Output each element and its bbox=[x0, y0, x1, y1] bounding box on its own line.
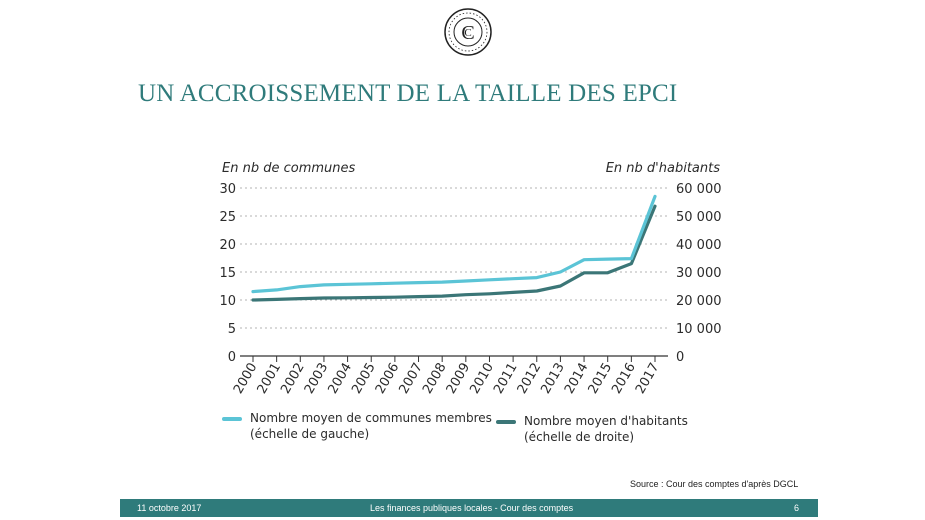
x-tick-label: 2010 bbox=[467, 361, 497, 397]
legend-label-habitants: Nombre moyen d'habitants bbox=[524, 414, 688, 428]
legend-sublabel-habitants: (échelle de droite) bbox=[524, 430, 635, 444]
left-tick-label: 15 bbox=[219, 266, 236, 281]
left-tick-label: 20 bbox=[219, 238, 236, 253]
cour-des-comptes-logo: C C bbox=[444, 8, 492, 56]
right-tick-label: 0 bbox=[676, 350, 684, 365]
series-line-communes bbox=[251, 194, 657, 294]
x-tick-label: 2002 bbox=[278, 361, 308, 397]
x-tick-label: 2012 bbox=[515, 361, 545, 397]
legend-swatch-communes bbox=[222, 417, 242, 421]
footer-title: Les finances publiques locales - Cour de… bbox=[370, 503, 574, 513]
legend-swatch-habitants bbox=[496, 420, 516, 424]
right-tick-label: 50 000 bbox=[676, 210, 722, 225]
x-tick-label: 2016 bbox=[609, 361, 639, 397]
x-tick-label: 2014 bbox=[562, 361, 592, 397]
x-tick-label: 2005 bbox=[349, 361, 379, 397]
right-axis-unit: En nb d'habitants bbox=[606, 161, 721, 176]
x-tick-label: 2007 bbox=[396, 361, 426, 397]
page-title: UN ACCROISSEMENT DE LA TAILLE DES EPCI bbox=[138, 80, 678, 107]
left-tick-label: 10 bbox=[219, 294, 236, 309]
right-tick-label: 10 000 bbox=[676, 322, 722, 337]
x-tick-label: 2011 bbox=[491, 361, 521, 397]
x-tick-label: 2009 bbox=[444, 361, 474, 397]
svg-text:C: C bbox=[464, 27, 471, 39]
left-tick-label: 5 bbox=[228, 322, 236, 337]
x-tick-label: 2000 bbox=[231, 361, 261, 397]
legend-sublabel-communes: (échelle de gauche) bbox=[250, 427, 370, 441]
legend-item-habitants: Nombre moyen d'habitants (échelle de dro… bbox=[496, 413, 706, 447]
right-tick-label: 30 000 bbox=[676, 266, 722, 281]
footer-bar: 11 octobre 2017 Les finances publiques l… bbox=[120, 499, 818, 517]
legend-label-communes: Nombre moyen de communes membres bbox=[250, 411, 492, 425]
x-tick-label: 2017 bbox=[633, 361, 663, 397]
right-tick-label: 40 000 bbox=[676, 238, 722, 253]
legend-item-communes: Nombre moyen de communes membres (échell… bbox=[222, 410, 492, 444]
left-tick-label: 0 bbox=[228, 350, 236, 365]
x-tick-label: 2004 bbox=[326, 361, 356, 397]
left-tick-label: 30 bbox=[219, 182, 236, 197]
svg-text:C: C bbox=[461, 22, 474, 44]
series-line-habitants bbox=[251, 204, 657, 302]
footer-date: 11 octobre 2017 bbox=[137, 503, 202, 513]
x-tick-label: 2001 bbox=[255, 361, 285, 397]
left-axis-unit: En nb de communes bbox=[222, 161, 355, 176]
footer-page-number: 6 bbox=[794, 503, 800, 513]
x-tick-label: 2015 bbox=[586, 361, 616, 397]
x-tick-label: 2013 bbox=[538, 361, 568, 397]
source-note: Source : Cour des comptes d'après DGCL bbox=[630, 479, 799, 489]
right-tick-label: 20 000 bbox=[676, 294, 722, 309]
x-tick-label: 2003 bbox=[302, 361, 332, 397]
right-tick-label: 60 000 bbox=[676, 182, 722, 197]
x-tick-label: 2006 bbox=[373, 361, 403, 397]
left-tick-label: 25 bbox=[219, 210, 236, 225]
x-tick-label: 2008 bbox=[420, 361, 450, 397]
